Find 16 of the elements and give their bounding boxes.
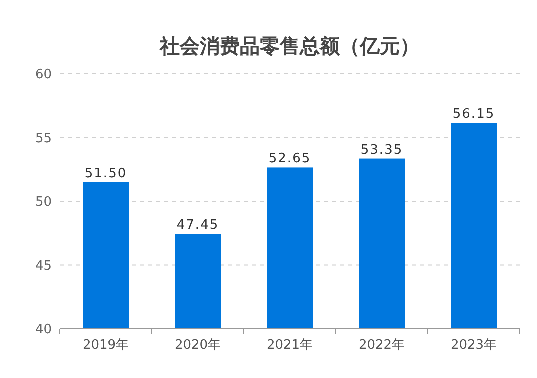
y-tick-label: 45 [35,258,52,274]
data-label: 53.35 [360,142,404,158]
x-tick-label: 2022年 [358,338,406,353]
x-tick-label: 2023年 [450,338,498,353]
data-label: 52.65 [268,152,312,167]
y-tick-label: 55 [35,131,52,146]
data-label: 56.15 [452,107,496,122]
y-tick-label: 40 [35,322,52,338]
chart-title: 社会消费品零售总额（亿元） [159,34,420,58]
y-tick-label: 50 [35,195,52,210]
x-tick-label: 2019年 [82,338,130,353]
y-tick-label: 60 [35,68,52,83]
data-label: 47.45 [176,218,220,234]
x-tick-label: 2021年 [266,338,314,353]
data-label: 51.50 [84,166,128,182]
x-tick-label: 2020年 [174,338,222,353]
